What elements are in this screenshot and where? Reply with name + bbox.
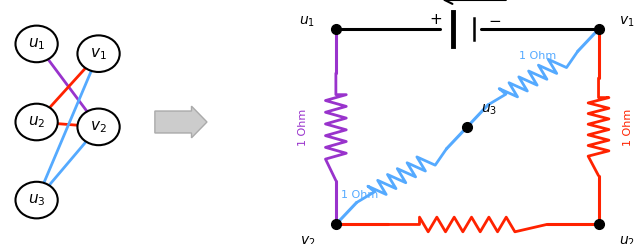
Text: $u_3$: $u_3$ (481, 103, 497, 117)
Text: $u_1$: $u_1$ (299, 15, 315, 29)
Text: $u_3$: $u_3$ (28, 192, 45, 208)
Circle shape (15, 26, 58, 62)
Text: $u_1$: $u_1$ (28, 36, 45, 52)
Circle shape (77, 109, 120, 145)
Text: $v_2$: $v_2$ (300, 234, 315, 244)
Text: 1 Ohm: 1 Ohm (298, 108, 308, 145)
Text: $v_2$: $v_2$ (90, 119, 107, 135)
Text: 1 Ohm: 1 Ohm (519, 51, 556, 61)
FancyArrow shape (155, 106, 207, 138)
Text: 1 Ohm: 1 Ohm (341, 190, 379, 200)
Circle shape (15, 104, 58, 140)
Circle shape (15, 182, 58, 218)
Text: +: + (429, 12, 442, 27)
Text: $-$: $-$ (488, 12, 501, 27)
Text: $v_1$: $v_1$ (90, 46, 107, 61)
Circle shape (77, 35, 120, 72)
Text: $v_1$: $v_1$ (620, 15, 635, 29)
Text: $u_2$: $u_2$ (28, 114, 45, 130)
Text: $u_2$: $u_2$ (620, 234, 636, 244)
Text: 1 Ohm: 1 Ohm (623, 108, 633, 145)
